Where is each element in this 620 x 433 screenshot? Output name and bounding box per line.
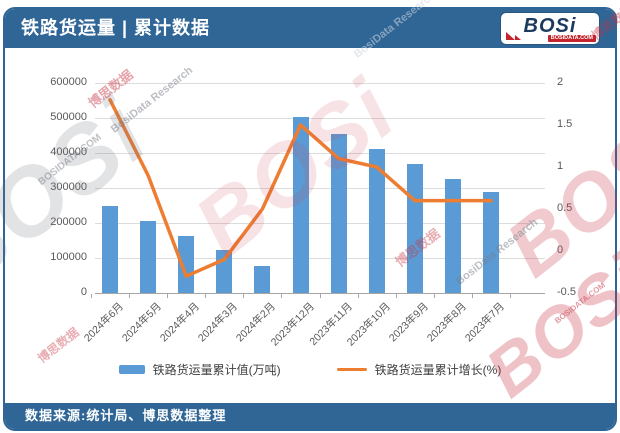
header-bar: 铁路货运量 | 累计数据 BOSi BOSIDATA.COM [5,9,615,48]
bosi-logo: BOSi BOSIDATA.COM [501,13,599,44]
logo-triangle-icon [506,32,515,40]
logo-domain: BOSIDATA.COM [547,35,596,42]
card: 铁路货运量 | 累计数据 BOSi BOSIDATA.COM 数据来源:统计局、… [3,7,617,431]
footer-bar: 数据来源:统计局、博思数据整理 [5,403,615,429]
data-source: 数据来源:统计局、博思数据整理 [25,408,227,423]
logo-text: BOSi [523,15,577,37]
logo-triangle-icon [515,35,521,40]
page-title: 铁路货运量 | 累计数据 [21,18,211,38]
